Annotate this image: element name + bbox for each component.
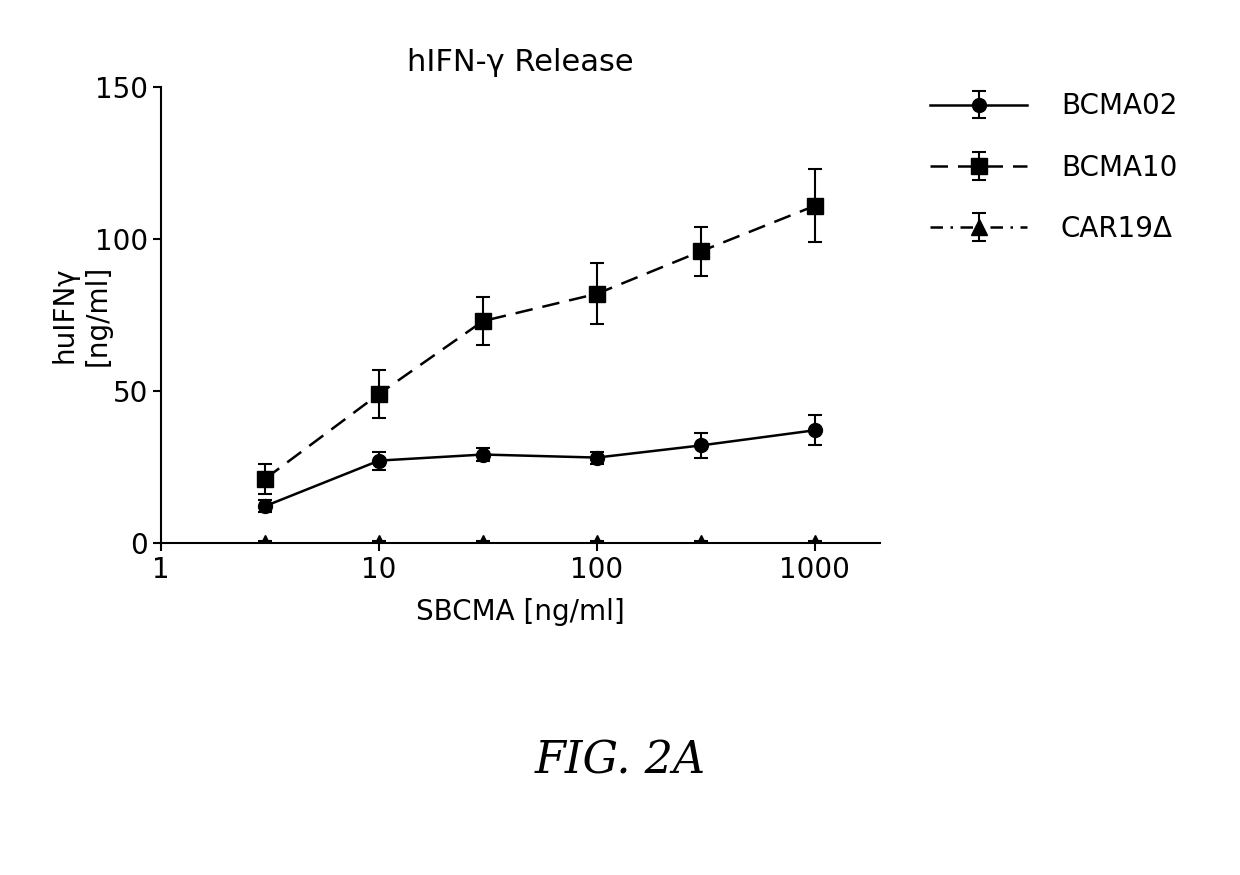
X-axis label: SBCMA [ng/ml]: SBCMA [ng/ml] bbox=[417, 598, 625, 626]
Text: FIG. 2A: FIG. 2A bbox=[534, 739, 706, 783]
Y-axis label: huIFNγ
[ng/ml]: huIFNγ [ng/ml] bbox=[51, 264, 112, 366]
Title: hIFN-γ Release: hIFN-γ Release bbox=[408, 48, 634, 77]
Legend: BCMA02, BCMA10, CAR19Δ: BCMA02, BCMA10, CAR19Δ bbox=[930, 92, 1177, 243]
